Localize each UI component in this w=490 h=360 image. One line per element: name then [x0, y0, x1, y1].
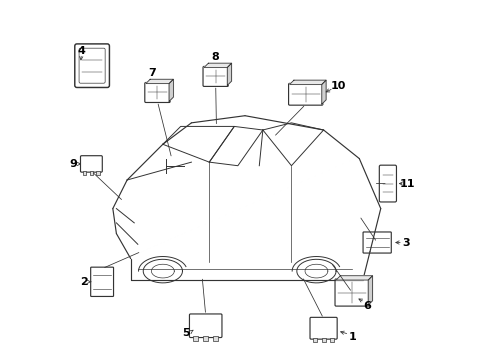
FancyBboxPatch shape	[145, 82, 170, 103]
FancyBboxPatch shape	[203, 66, 228, 86]
Text: 8: 8	[212, 52, 220, 62]
Polygon shape	[146, 79, 173, 84]
Text: 11: 11	[400, 179, 416, 189]
Bar	[97, 171, 99, 175]
Polygon shape	[368, 276, 372, 305]
Polygon shape	[336, 276, 372, 280]
Text: 5: 5	[182, 328, 190, 338]
Bar	[203, 337, 208, 341]
Text: 6: 6	[363, 301, 371, 311]
Bar	[83, 171, 86, 175]
Text: 2: 2	[80, 277, 87, 287]
FancyBboxPatch shape	[80, 156, 102, 172]
Bar	[90, 171, 93, 175]
FancyBboxPatch shape	[310, 318, 337, 339]
Bar	[330, 338, 334, 342]
Bar	[193, 337, 198, 341]
FancyBboxPatch shape	[289, 84, 323, 105]
Text: 4: 4	[77, 46, 85, 56]
Bar	[321, 338, 326, 342]
Bar	[213, 337, 219, 341]
Polygon shape	[290, 80, 326, 85]
Text: 1: 1	[348, 332, 356, 342]
Polygon shape	[322, 80, 326, 104]
FancyBboxPatch shape	[363, 232, 392, 253]
FancyBboxPatch shape	[190, 314, 222, 338]
Text: 10: 10	[331, 81, 346, 91]
FancyBboxPatch shape	[91, 267, 114, 296]
Text: 9: 9	[69, 159, 77, 169]
FancyBboxPatch shape	[75, 44, 109, 87]
Text: 7: 7	[148, 68, 156, 78]
FancyBboxPatch shape	[379, 165, 396, 202]
Polygon shape	[169, 79, 173, 102]
Polygon shape	[204, 63, 232, 67]
Text: 3: 3	[402, 238, 410, 248]
Polygon shape	[227, 63, 232, 85]
FancyBboxPatch shape	[335, 279, 369, 306]
Bar	[313, 338, 318, 342]
